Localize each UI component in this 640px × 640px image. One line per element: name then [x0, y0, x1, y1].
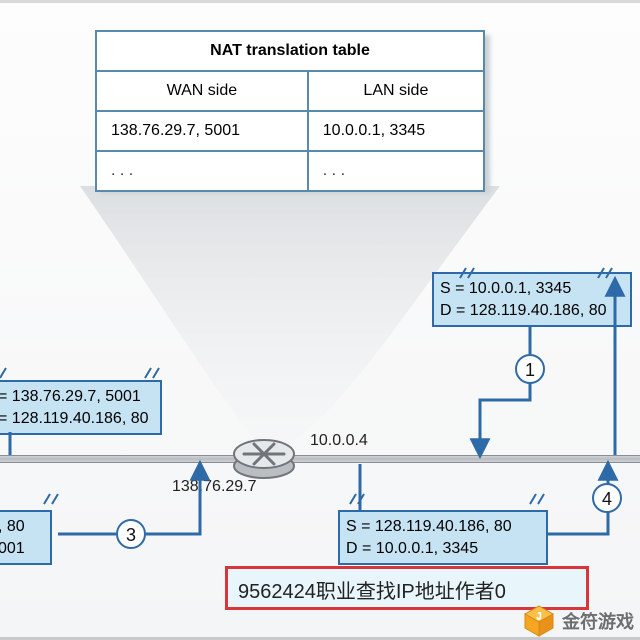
- cube-icon: J: [522, 604, 556, 638]
- nat-translation-table: NAT translation table WAN side LAN side …: [95, 30, 485, 192]
- nat-row-1-wan: . . .: [96, 151, 308, 191]
- svg-text:J: J: [536, 611, 542, 622]
- watermark-text: 金符游戏: [562, 608, 634, 634]
- step-badge-4: 4: [592, 483, 622, 513]
- nat-row-0-lan: 10.0.0.1, 3345: [308, 111, 484, 151]
- watermark: J 金符游戏: [522, 604, 634, 638]
- packet-box-3-fragment: , 80 001: [0, 510, 52, 565]
- packet-box-4: S = 128.119.40.186, 80 D = 10.0.0.1, 334…: [338, 510, 548, 565]
- router-lan-ip: 10.0.0.4: [310, 432, 368, 450]
- packet-1-dst: D = 128.119.40.186, 80: [440, 300, 622, 322]
- nat-col-lan: LAN side: [308, 71, 484, 111]
- packet-1-src: S = 10.0.0.1, 3345: [440, 278, 622, 300]
- step-badge-1: 1: [515, 354, 545, 384]
- router-icon: [232, 432, 296, 480]
- packet-3-dst: 001: [0, 538, 42, 560]
- packet-4-dst: D = 10.0.0.1, 3345: [346, 538, 538, 560]
- nat-table-title: NAT translation table: [96, 31, 484, 71]
- network-line: [0, 455, 640, 463]
- packet-box-left: = 138.76.29.7, 5001 = 128.119.40.186, 80: [0, 380, 162, 435]
- nat-row-0-wan: 138.76.29.7, 5001: [96, 111, 308, 151]
- packet-box-1: S = 10.0.0.1, 3345 D = 128.119.40.186, 8…: [432, 272, 632, 327]
- packet-left-dst: = 128.119.40.186, 80: [0, 408, 152, 430]
- nat-col-wan: WAN side: [96, 71, 308, 111]
- packet-left-src: = 138.76.29.7, 5001: [0, 386, 152, 408]
- router-wan-ip: 138.76.29.7: [172, 478, 257, 496]
- nat-row-1-lan: . . .: [308, 151, 484, 191]
- step-badge-3: 3: [116, 519, 146, 549]
- packet-4-src: S = 128.119.40.186, 80: [346, 516, 538, 538]
- packet-3-src: , 80: [0, 516, 42, 538]
